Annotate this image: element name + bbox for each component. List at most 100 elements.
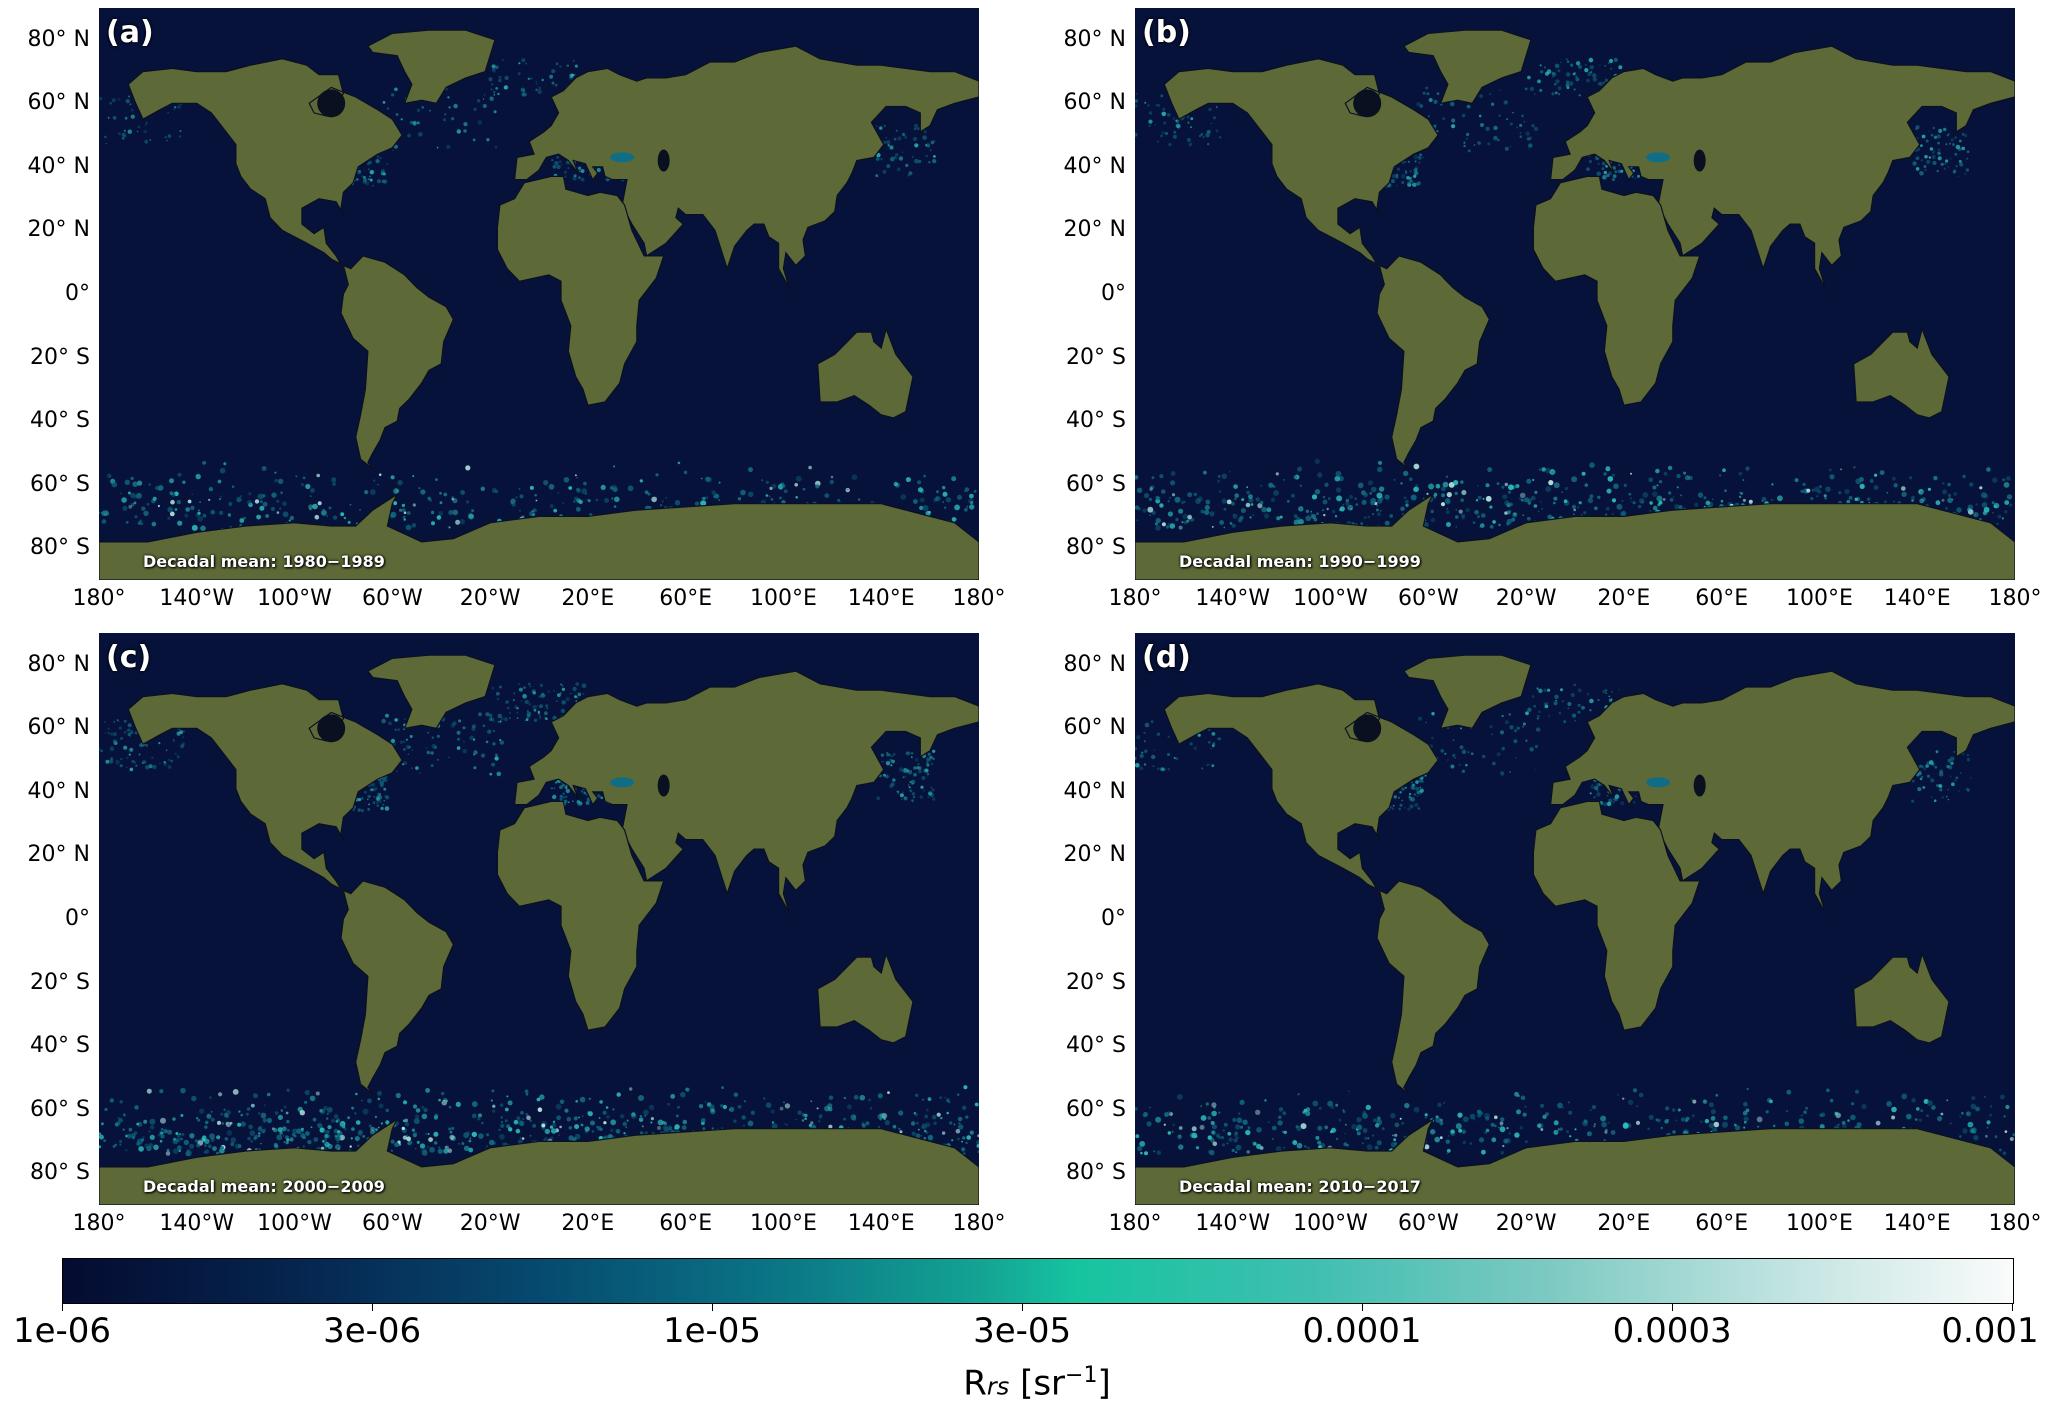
continent-africa [1532, 175, 1701, 406]
latitude-label: 60° N [1063, 715, 1126, 741]
latitude-label: 60° S [30, 471, 90, 497]
continent-south-america [340, 880, 455, 1095]
continent-eurasia [513, 670, 979, 917]
longitude-label: 60°W [361, 586, 423, 611]
longitude-label: 180° [1108, 1211, 1162, 1236]
latitude-label: 20° N [27, 217, 90, 243]
longitude-label: 140°E [1883, 586, 1951, 611]
caspian-sea [1693, 149, 1706, 172]
longitude-label: 20°W [459, 586, 521, 611]
land [99, 29, 979, 580]
land [99, 654, 979, 1205]
latitude-label: 60° S [1066, 1096, 1126, 1122]
hudson-bay [1353, 714, 1382, 743]
continent-australia [1853, 327, 1950, 419]
longitude-label: 180° [952, 1211, 1006, 1236]
caspian-sea [657, 149, 670, 172]
black-sea [1646, 152, 1671, 163]
colorbar-tick-label: 1e-06 [12, 1311, 112, 1351]
longitude-label: 20°E [1597, 1211, 1651, 1236]
latitude-label: 40° N [1063, 153, 1126, 179]
continent-australia [817, 327, 914, 419]
colorbar [62, 1258, 2014, 1304]
colorbar-tick-label: 3e-06 [323, 1311, 422, 1351]
colorbar-tick-label: 0.001 [1941, 1311, 2039, 1351]
longitude-label: 180° [72, 1211, 126, 1236]
continent-eurasia [513, 45, 979, 292]
colorbar-tick-label: 0.0003 [1612, 1311, 1732, 1351]
longitude-label: 180° [1988, 586, 2042, 611]
continent-eurasia [1549, 670, 2015, 917]
longitude-label: 20°W [1495, 1211, 1557, 1236]
latitude-label: 60° N [27, 715, 90, 741]
longitude-label: 100°W [1293, 586, 1368, 611]
colorbar-tick-label: 3e-05 [973, 1311, 1072, 1351]
longitude-label: 100°W [257, 1211, 332, 1236]
world-map [1135, 8, 2015, 580]
longitude-label: 60°E [659, 586, 713, 611]
black-sea [610, 152, 635, 163]
panel-label: (d) [1142, 640, 1191, 675]
longitude-label: 100°E [749, 1211, 817, 1236]
caspian-sea [657, 774, 670, 797]
continent-antarctica [99, 492, 979, 580]
latitude-label: 60° N [27, 90, 90, 116]
latitude-label: 0° [65, 906, 90, 931]
continent-south-america [340, 255, 455, 470]
latitude-label: 80° N [1063, 651, 1126, 677]
longitude-label: 60°E [1695, 1211, 1749, 1236]
longitude-label: 140°E [847, 586, 915, 611]
continent-africa [496, 800, 665, 1031]
latitude-label: 20° N [1063, 217, 1126, 243]
longitude-label: 60°W [361, 1211, 423, 1236]
longitude-label: 100°E [1785, 586, 1853, 611]
longitude-label: 100°W [1293, 1211, 1368, 1236]
longitude-label: 140°W [1195, 1211, 1271, 1236]
latitude-label: 40° S [1066, 408, 1126, 434]
continent-eurasia [1549, 45, 2015, 292]
continent-antarctica [99, 1117, 979, 1205]
panel-label: (a) [106, 15, 154, 50]
latitude-label: 60° S [30, 1096, 90, 1122]
latitude-label: 20° S [30, 344, 90, 370]
map-panel-c: (c) Decadal mean: 2000−2009 80° N 60° N 40° … [0, 625, 1100, 1265]
latitude-label: 20° S [1066, 344, 1126, 370]
continent-antarctica [1135, 492, 2015, 580]
colorbar-tick-mark [372, 1303, 374, 1311]
latitude-label: 40° N [27, 153, 90, 179]
decadal-caption: Decadal mean: 1980−1989 [143, 552, 385, 571]
world-map [99, 633, 979, 1205]
longitude-label: 140°W [159, 1211, 235, 1236]
longitude-label: 180° [72, 586, 126, 611]
longitude-label: 60°W [1397, 586, 1459, 611]
latitude-label: 60° N [1063, 90, 1126, 116]
decadal-caption: Decadal mean: 2010−2017 [1179, 1177, 1421, 1196]
black-sea [1646, 777, 1671, 788]
longitude-label: 140°W [159, 586, 235, 611]
latitude-label: 80° S [30, 535, 90, 561]
decadal-caption: Decadal mean: 1990−1999 [1179, 552, 1421, 571]
colorbar-tick-mark [2012, 1303, 2013, 1311]
latitude-label: 0° [65, 281, 90, 306]
map-panel-a: (a) Decadal mean: 1980−1989 80° N 60° N 40° … [0, 0, 1100, 640]
colorbar-tick-mark [62, 1303, 63, 1311]
longitude-label: 20°E [561, 1211, 615, 1236]
colorbar-tick-mark [1672, 1303, 1674, 1311]
continent-greenland [1402, 29, 1532, 105]
colorbar-tick-label: 0.0001 [1302, 1311, 1422, 1351]
continent-australia [1853, 952, 1950, 1044]
continent-south-america [1376, 880, 1491, 1095]
land [1135, 29, 2015, 580]
land [1135, 654, 2015, 1205]
longitude-label: 140°W [1195, 586, 1271, 611]
colorbar-tick-label: 1e-05 [662, 1311, 762, 1351]
panel-label: (c) [106, 640, 152, 675]
world-map [1135, 633, 2015, 1205]
latitude-label: 20° S [1066, 969, 1126, 995]
continent-greenland [1402, 654, 1532, 730]
map-area: (c) Decadal mean: 2000−2009 [99, 633, 979, 1205]
latitude-label: 0° [1101, 906, 1126, 931]
continent-south-america [1376, 255, 1491, 470]
colorbar-tick-mark [1362, 1303, 1363, 1311]
longitude-label: 20°E [561, 586, 615, 611]
